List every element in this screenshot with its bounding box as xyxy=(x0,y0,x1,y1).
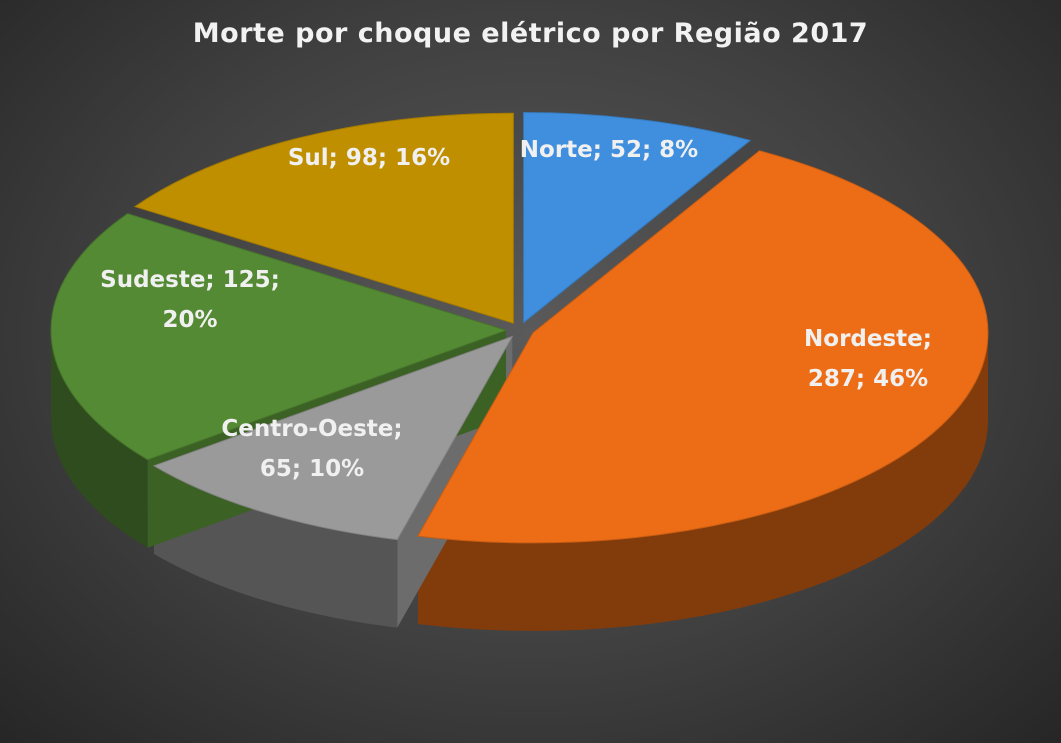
pie-slice-side-nordeste xyxy=(417,332,988,631)
pie-slice-nordeste xyxy=(417,150,989,544)
pie-slice-side-sudeste xyxy=(51,330,148,548)
data-label-nordeste: Nordeste; 287; 46% xyxy=(804,326,932,392)
chart-title: Morte por choque elétrico por Região 201… xyxy=(192,18,869,49)
data-label-sudeste: Sudeste; 125; 20% xyxy=(100,267,280,333)
pie-slice-centro-oeste xyxy=(152,335,514,541)
data-label-sul: Sul; 98; 16% xyxy=(288,145,450,171)
data-label-norte: Norte; 52; 8% xyxy=(520,137,698,163)
pie-slice-norte xyxy=(523,112,752,324)
data-label-centro-oeste: Centro-Oeste; 65; 10% xyxy=(221,416,402,482)
pie-slice-sul xyxy=(133,112,514,324)
pie-slice-sudeste xyxy=(50,213,508,461)
